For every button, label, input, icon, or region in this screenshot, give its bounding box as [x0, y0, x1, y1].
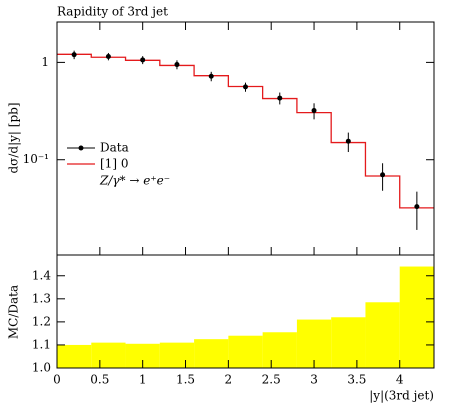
x-tick-label: 0: [53, 373, 61, 387]
x-tick-label: 1: [139, 373, 147, 387]
x-tick-label: 2.5: [262, 373, 281, 387]
ratio-y-tick-label: 1.0: [32, 361, 51, 375]
legend-data-marker: [78, 145, 84, 151]
legend-label: [1] 0: [100, 157, 128, 171]
data-point: [140, 57, 146, 63]
data-point: [414, 204, 420, 210]
x-axis-label: |y|(3rd jet): [369, 389, 434, 403]
data-point: [208, 73, 214, 79]
annotation: Z/γ* → e⁺e⁻: [99, 174, 170, 188]
y-tick-label: 1: [41, 55, 49, 69]
ratio-y-tick-label: 1.4: [32, 268, 51, 282]
ratio-frame: [56, 254, 435, 369]
data-point: [277, 95, 283, 101]
x-tick-label: 0.5: [90, 373, 109, 387]
y-tick-label: 10⁻¹: [23, 152, 49, 166]
data-point: [311, 108, 317, 114]
x-tick-label: 1.5: [176, 373, 195, 387]
ratio-bar: [365, 302, 400, 368]
x-tick-label: 3.5: [347, 373, 366, 387]
data-point: [243, 84, 248, 90]
ratio-bar: [228, 335, 263, 368]
ratio-bar: [91, 342, 126, 368]
ratio-bar: [399, 266, 434, 368]
x-tick-label: 2: [225, 373, 233, 387]
ratio-bar: [159, 342, 195, 368]
x-tick-label: 4: [396, 373, 404, 387]
x-tick-label: 3: [310, 373, 318, 387]
ratio-bar: [296, 319, 332, 368]
ratio-bar: [194, 339, 229, 368]
ratio-y-axis-label: MC/Data: [7, 285, 21, 339]
ratio-y-tick-label: 1.1: [32, 337, 51, 351]
ratio-bar: [331, 317, 366, 368]
y-axis-label: dσ/d|y| [pb]: [7, 102, 21, 173]
ratio-bar: [57, 344, 92, 368]
ratio-y-tick-label: 1.3: [32, 291, 51, 305]
data-point: [174, 62, 180, 68]
ratio-y-tick-label: 1.2: [32, 314, 51, 328]
data-point: [380, 172, 386, 178]
data-point: [345, 138, 351, 144]
ratio-bar: [262, 332, 297, 368]
data-point: [71, 52, 77, 58]
data-point: [105, 53, 111, 59]
legend-label: Data: [100, 141, 129, 155]
chart-title: Rapidity of 3rd jet: [57, 5, 168, 19]
